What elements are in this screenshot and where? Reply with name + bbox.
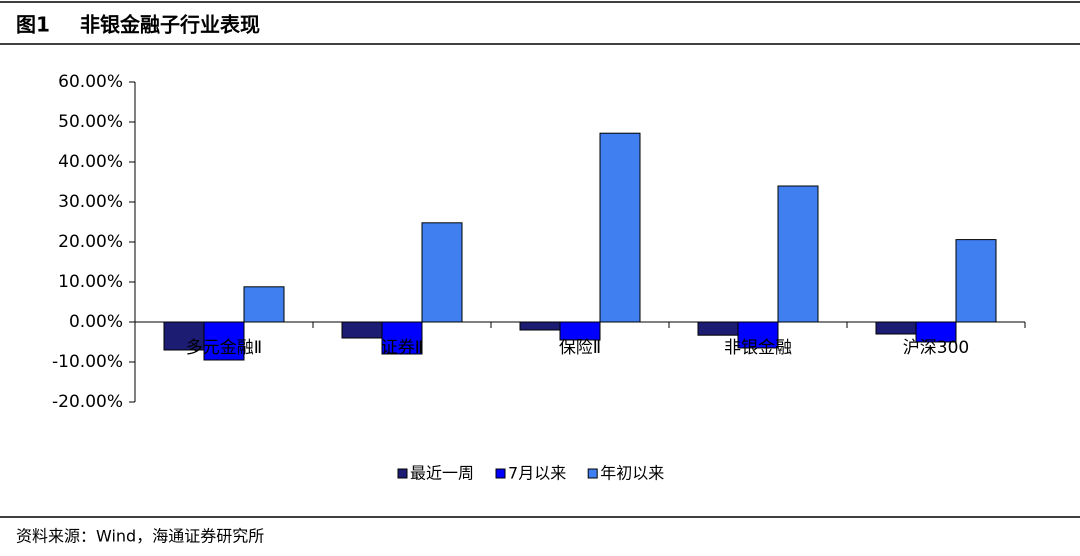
bar xyxy=(697,321,739,336)
bar xyxy=(737,321,779,349)
bar xyxy=(341,321,383,339)
x-tick-label: 保险Ⅱ xyxy=(559,338,601,358)
x-tick-label: 非银金融 xyxy=(724,338,792,358)
bar xyxy=(381,321,423,355)
figure-label: 图1 xyxy=(16,13,50,37)
legend-label: 最近一周 xyxy=(410,464,474,483)
x-tick-label: 沪深300 xyxy=(903,338,969,358)
bar xyxy=(203,321,245,361)
bar xyxy=(777,185,819,323)
y-tick-label: -20.00% xyxy=(52,392,123,412)
source: 资料来源：Wind，海通证券研究所 xyxy=(16,527,264,546)
legend-label: 年初以来 xyxy=(600,464,664,483)
y-tick-label: 50.00% xyxy=(58,112,123,132)
bar xyxy=(519,321,561,331)
y-tick-label: 10.00% xyxy=(58,272,123,292)
chart-title: 非银金融子行业表现 xyxy=(80,13,260,37)
x-tick-label: 证券Ⅱ xyxy=(381,338,423,358)
bar xyxy=(243,286,285,323)
y-tick-label: -10.00% xyxy=(52,352,123,372)
y-tick-label: 60.00% xyxy=(58,72,123,92)
bar xyxy=(599,132,641,323)
legend-swatch xyxy=(397,468,408,479)
y-tick-label: 40.00% xyxy=(58,152,123,172)
y-tick-label: 30.00% xyxy=(58,192,123,212)
x-tick-label: 多元金融Ⅱ xyxy=(186,338,262,358)
bar xyxy=(955,239,997,323)
bar xyxy=(421,222,463,323)
legend-swatch xyxy=(587,468,598,479)
bar xyxy=(875,321,917,335)
y-tick-label: 20.00% xyxy=(58,232,123,252)
y-tick-label: 0.00% xyxy=(69,312,123,332)
legend-label: 7月以来 xyxy=(508,464,566,483)
legend-swatch xyxy=(495,468,506,479)
